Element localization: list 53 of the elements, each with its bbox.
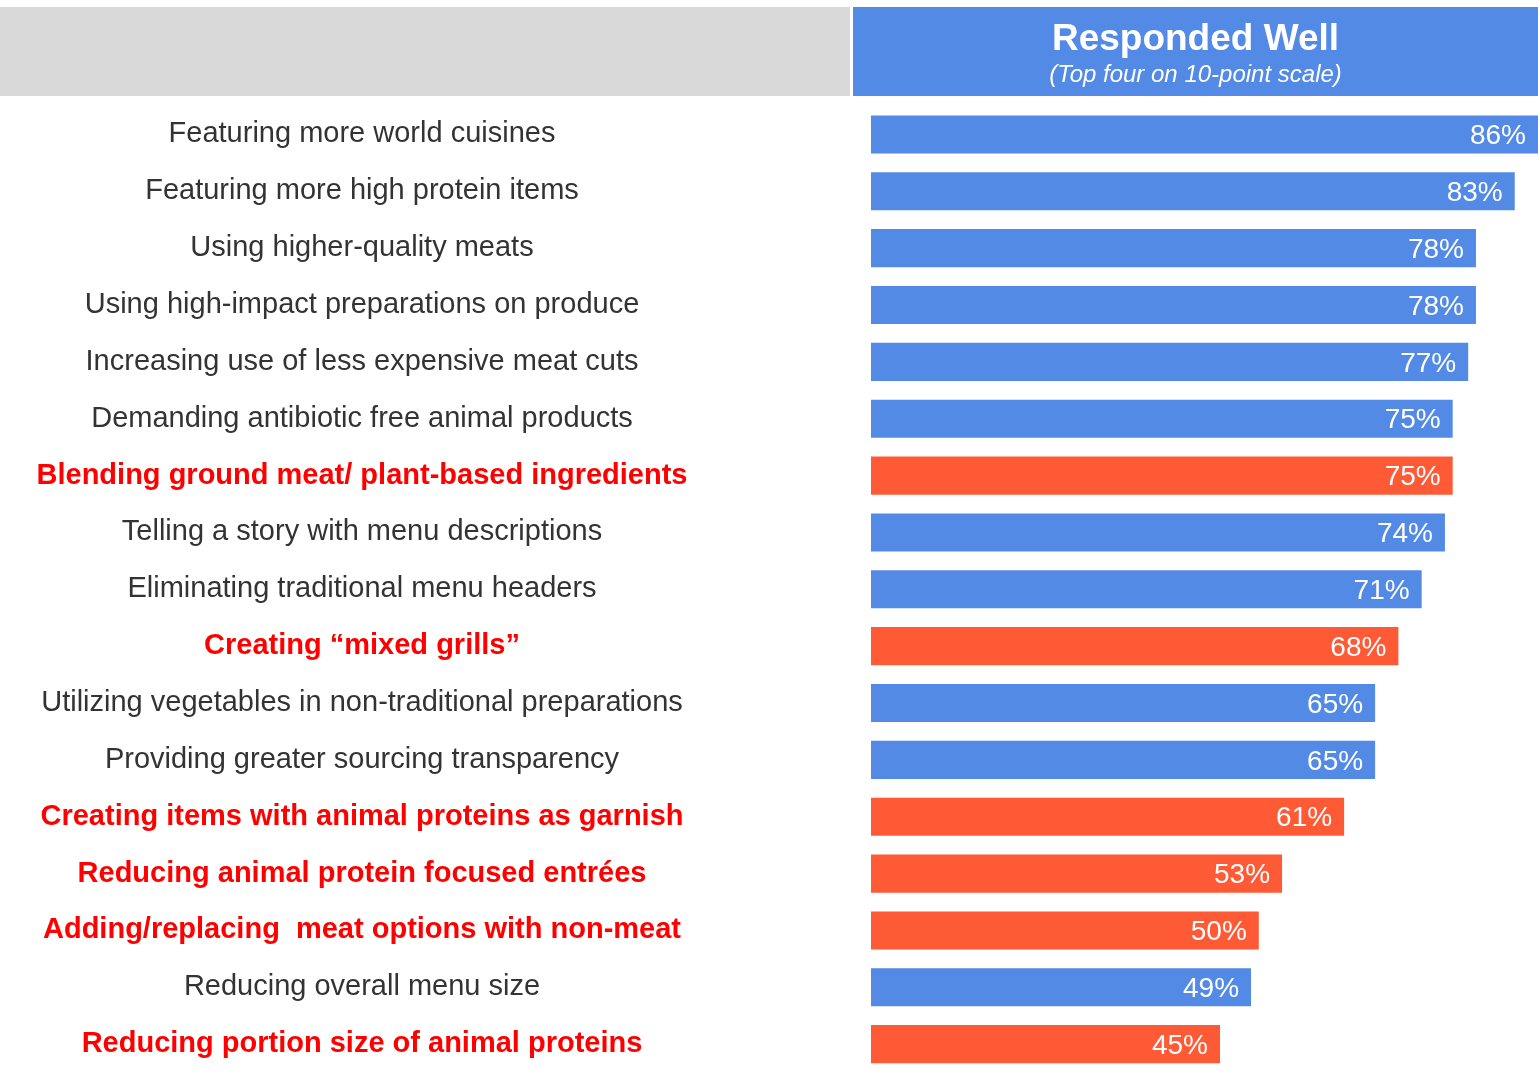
data-label: 45% xyxy=(1151,1028,1209,1060)
data-label: 78% xyxy=(1407,289,1464,321)
data-label: 65% xyxy=(1307,744,1364,776)
bar xyxy=(871,229,1476,268)
bar xyxy=(871,115,1538,154)
y-tick-label: Demanding antibiotic free animal products xyxy=(91,400,633,433)
y-tick-label: Featuring more high protein items xyxy=(145,173,579,206)
bar xyxy=(871,513,1445,552)
y-tick-label: Featuring more world cuisines xyxy=(168,116,556,149)
y-tick-label: Reducing animal protein focused entrées xyxy=(77,855,647,888)
data-label: 50% xyxy=(1190,915,1247,947)
data-label: 53% xyxy=(1214,858,1271,890)
data-label: 83% xyxy=(1446,176,1503,208)
data-label: 86% xyxy=(1469,119,1526,151)
y-tick-label: Reducing portion size of animal proteins xyxy=(81,1026,643,1059)
y-tick-label: Creating items with animal proteins as garnish xyxy=(40,798,684,831)
data-label: 78% xyxy=(1407,232,1464,264)
bar xyxy=(871,399,1453,438)
bar xyxy=(871,911,1259,950)
y-tick-label: Using high-impact preparations on produce xyxy=(84,287,640,320)
y-tick-label: Adding/replacing meat options with non-meat xyxy=(42,912,682,945)
bar xyxy=(871,172,1515,211)
bar xyxy=(871,627,1399,666)
bar xyxy=(871,740,1376,779)
data-label: 68% xyxy=(1330,630,1387,662)
data-label: 75% xyxy=(1384,460,1441,492)
y-tick-label: Utilizing vegetables in non-traditional preparations xyxy=(41,685,683,718)
y-tick-label: Blending ground meat/ plant-based ingredients xyxy=(36,457,688,490)
data-label: 65% xyxy=(1307,687,1364,719)
bar xyxy=(871,797,1345,836)
y-tick-label: Increasing use of less expensive meat cuts xyxy=(85,343,639,376)
data-label: 61% xyxy=(1276,801,1333,833)
y-tick-label: Creating “mixed grills” xyxy=(204,628,520,661)
bar xyxy=(871,456,1453,495)
data-label: 74% xyxy=(1376,517,1433,549)
data-label: 49% xyxy=(1182,972,1240,1004)
bar xyxy=(871,1025,1221,1064)
y-tick-label: Reducing overall menu size xyxy=(183,969,541,1002)
y-tick-label: Providing greater sourcing transparency xyxy=(104,741,620,774)
chart-title: Responded Well xyxy=(1050,17,1341,59)
bar xyxy=(871,683,1376,723)
data-label: 75% xyxy=(1384,403,1441,435)
data-label: 77% xyxy=(1400,346,1457,378)
y-tick-label: Using higher-quality meats xyxy=(190,230,534,263)
data-label: 71% xyxy=(1353,574,1410,606)
bar xyxy=(871,285,1476,325)
y-tick-label: Eliminating traditional menu headers xyxy=(127,571,597,604)
y-tick-label: Telling a story with menu descriptions xyxy=(121,514,603,547)
bar xyxy=(871,854,1283,893)
bar xyxy=(871,570,1422,609)
bar xyxy=(871,968,1252,1007)
chart-subtitle: (Top four on 10-point scale) xyxy=(1048,59,1343,89)
bar xyxy=(871,342,1469,381)
